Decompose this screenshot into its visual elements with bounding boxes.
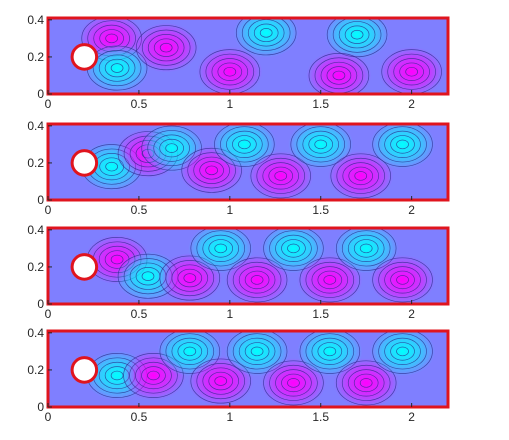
vortex xyxy=(379,47,445,94)
cylinder-obstacle xyxy=(70,149,99,177)
vortex xyxy=(370,124,436,170)
domain-border xyxy=(46,122,450,202)
y-tick-label: 0 xyxy=(37,193,44,207)
x-tick-label: 0.5 xyxy=(131,203,148,217)
y-tick-label: 0.4 xyxy=(27,223,44,237)
y-tick-label: 0.4 xyxy=(27,326,44,340)
x-tick-label: 0.5 xyxy=(131,307,148,321)
panel-2: 0 0.5 1 1.5 2 0 0.2 0.4 xyxy=(27,119,450,217)
x-tick-label: 0.5 xyxy=(131,97,148,111)
y-tick-label: 0.2 xyxy=(27,260,44,274)
y-tick-label: 0.2 xyxy=(27,50,44,64)
x-tick-label: 0.5 xyxy=(131,410,148,424)
vorticity-field xyxy=(48,331,448,407)
y-tick-label: 0 xyxy=(37,297,44,311)
vorticity-field xyxy=(48,124,448,200)
x-tick-label: 0 xyxy=(45,203,52,217)
domain-border xyxy=(46,16,450,96)
vorticity-field xyxy=(48,18,448,94)
cylinder-obstacle xyxy=(70,253,99,281)
panel-1: 0 0.5 1 1.5 2 0 0.2 0.4 xyxy=(27,13,450,111)
y-tick-label: 0 xyxy=(37,400,44,414)
vortex xyxy=(197,47,263,94)
vortex xyxy=(133,22,199,73)
x-tick-label: 0 xyxy=(45,307,52,321)
y-tick-label: 0.4 xyxy=(27,119,44,133)
vortex xyxy=(328,151,394,200)
vortex xyxy=(370,331,436,377)
x-tick-label: 1 xyxy=(226,307,233,321)
x-tick-label: 0 xyxy=(45,410,52,424)
cylinder-obstacle xyxy=(70,356,99,384)
y-tick-label: 0.2 xyxy=(27,156,44,170)
vortex xyxy=(233,18,299,58)
y-tick-label: 0.2 xyxy=(27,363,44,377)
domain-border xyxy=(46,329,450,409)
x-tick-label: 1 xyxy=(226,97,233,111)
x-tick-label: 1 xyxy=(226,203,233,217)
x-tick-label: 2 xyxy=(408,410,415,424)
x-tick-label: 2 xyxy=(408,203,415,217)
x-tick-label: 1.5 xyxy=(312,307,329,321)
panel-3: 0 0.5 1 1.5 2 0 0.2 0.4 xyxy=(27,223,450,321)
x-tick-label: 1.5 xyxy=(312,97,329,111)
y-tick-label: 0 xyxy=(37,87,44,101)
x-tick-label: 2 xyxy=(408,97,415,111)
vortex xyxy=(370,255,436,304)
x-tick-label: 1.5 xyxy=(312,203,329,217)
x-tick-label: 1.5 xyxy=(312,410,329,424)
domain-border xyxy=(46,226,450,306)
x-tick-label: 1 xyxy=(226,410,233,424)
y-tick-label: 0.4 xyxy=(27,13,44,27)
vortex xyxy=(288,124,354,170)
cylinder-obstacle xyxy=(70,43,99,71)
x-tick-label: 2 xyxy=(408,307,415,321)
x-tick-label: 0 xyxy=(45,97,52,111)
vortex xyxy=(248,151,314,200)
panel-4: 0 0.5 1 1.5 2 0 0.2 0.4 xyxy=(27,326,450,424)
vorticity-field xyxy=(48,228,448,304)
vortex xyxy=(306,50,372,94)
